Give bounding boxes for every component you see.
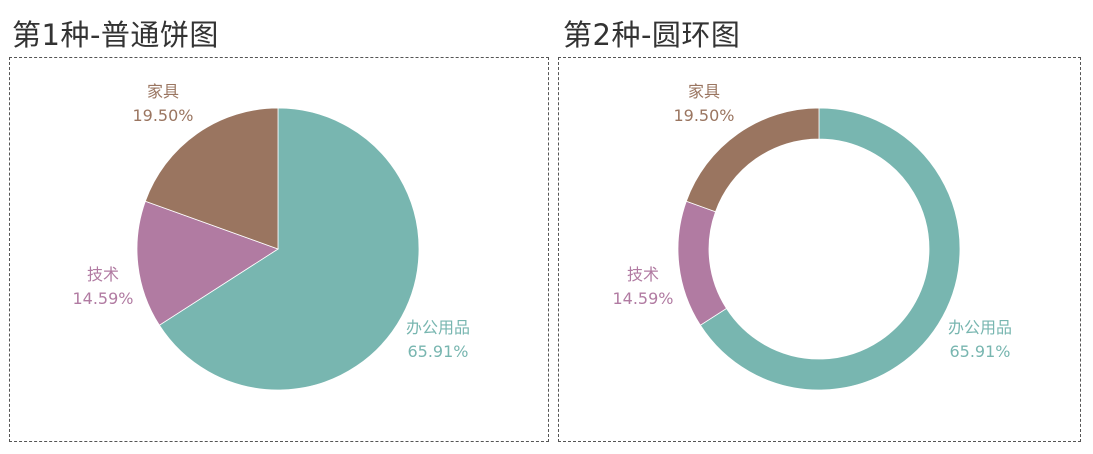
- chart-1-slice-tech: [136, 200, 279, 326]
- chart-2-title: 第2种-圆环图: [563, 18, 741, 52]
- chart-1-label-tech: 技术: [87, 265, 119, 284]
- chart-1-label-furniture: 家具: [147, 82, 179, 101]
- chart-2-label-tech: 技术: [627, 265, 659, 284]
- chart-2-slice-furniture: [685, 107, 820, 213]
- chart-2-label-office: 办公用品: [948, 318, 1012, 337]
- chart-2-slice-office: [699, 107, 961, 391]
- chart-1-title: 第1种-普通饼图: [12, 18, 219, 52]
- chart-2-value-tech: 14.59%: [612, 289, 673, 308]
- chart-1-value-office: 65.91%: [407, 342, 468, 361]
- chart-1-frame: [9, 57, 549, 442]
- chart-1-value-tech: 14.59%: [72, 289, 133, 308]
- chart-1-slice-office: [158, 107, 420, 391]
- chart-1-slice-furniture: [144, 107, 279, 250]
- chart-2-value-office: 65.91%: [949, 342, 1010, 361]
- chart-2-value-furniture: 19.50%: [673, 106, 734, 125]
- chart-2-frame: [558, 57, 1081, 442]
- chart-2-label-furniture: 家具: [688, 82, 720, 101]
- chart-2-slice-tech: [677, 200, 728, 326]
- chart-1-value-furniture: 19.50%: [132, 106, 193, 125]
- chart-1-label-office: 办公用品: [406, 318, 470, 337]
